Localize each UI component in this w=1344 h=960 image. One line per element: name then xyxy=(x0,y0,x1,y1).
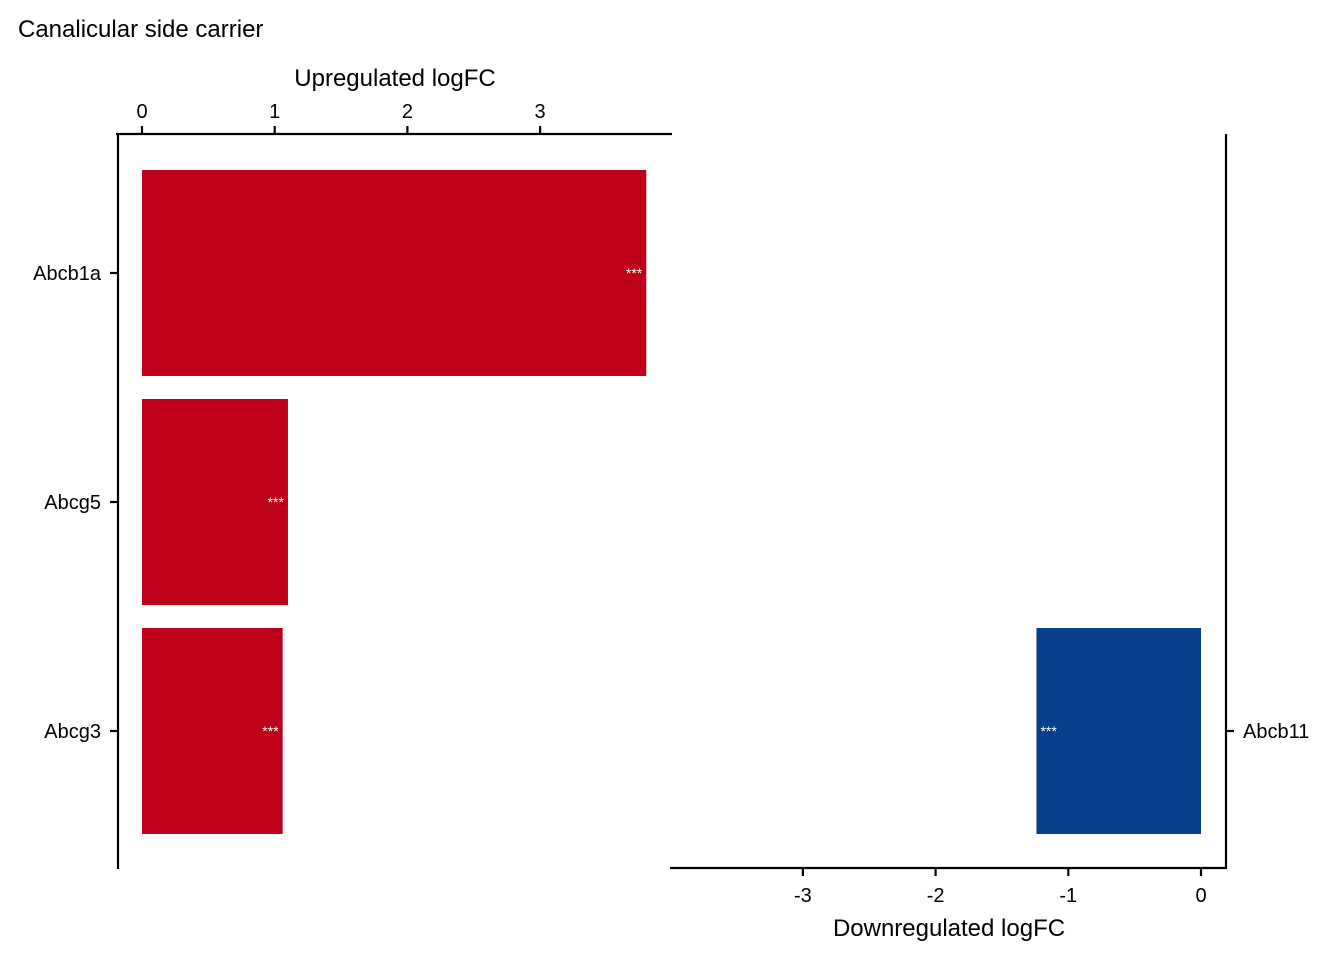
up-x-ticks: 0 1 2 3 xyxy=(136,101,546,134)
category-label: Abcb11 xyxy=(1243,721,1309,743)
up-axis-title: Upregulated logFC xyxy=(294,65,495,92)
significance-label: *** xyxy=(268,494,285,510)
down-category-labels: Abcb11 xyxy=(1226,721,1309,743)
significance-label: *** xyxy=(626,265,643,281)
bar-abcg3 xyxy=(142,628,283,834)
down-x-tick-label: 0 xyxy=(1195,885,1206,907)
significance-label: *** xyxy=(1040,723,1057,739)
bar-abcg5 xyxy=(142,399,288,605)
category-label: Abcg5 xyxy=(44,492,101,514)
down-x-tick-label: -2 xyxy=(927,885,945,907)
down-x-tick-label: -3 xyxy=(794,885,812,907)
category-label: Abcg3 xyxy=(44,721,101,743)
up-x-tick-label: 3 xyxy=(535,101,546,123)
significance-label: *** xyxy=(262,723,279,739)
up-x-tick-label: 1 xyxy=(269,101,280,123)
bar-abcb1a xyxy=(142,170,647,376)
up-category-labels: Abcb1a Abcg5 Abcg3 xyxy=(33,263,118,743)
down-x-ticks: -3 -2 -1 0 xyxy=(794,868,1207,907)
bar-abcb11 xyxy=(1036,628,1201,834)
up-x-tick-label: 2 xyxy=(402,101,413,123)
down-axis-title: Downregulated logFC xyxy=(833,915,1065,942)
chart-title: Canalicular side carrier xyxy=(18,16,263,43)
down-x-tick-label: -1 xyxy=(1059,885,1077,907)
down-bars: *** xyxy=(1036,628,1201,834)
up-bars: *** *** *** xyxy=(142,170,647,834)
up-x-tick-label: 0 xyxy=(136,101,147,123)
category-label: Abcb1a xyxy=(33,263,102,285)
down-panel: Downregulated logFC -3 -2 -1 0 *** Abcb11 xyxy=(670,134,1309,942)
